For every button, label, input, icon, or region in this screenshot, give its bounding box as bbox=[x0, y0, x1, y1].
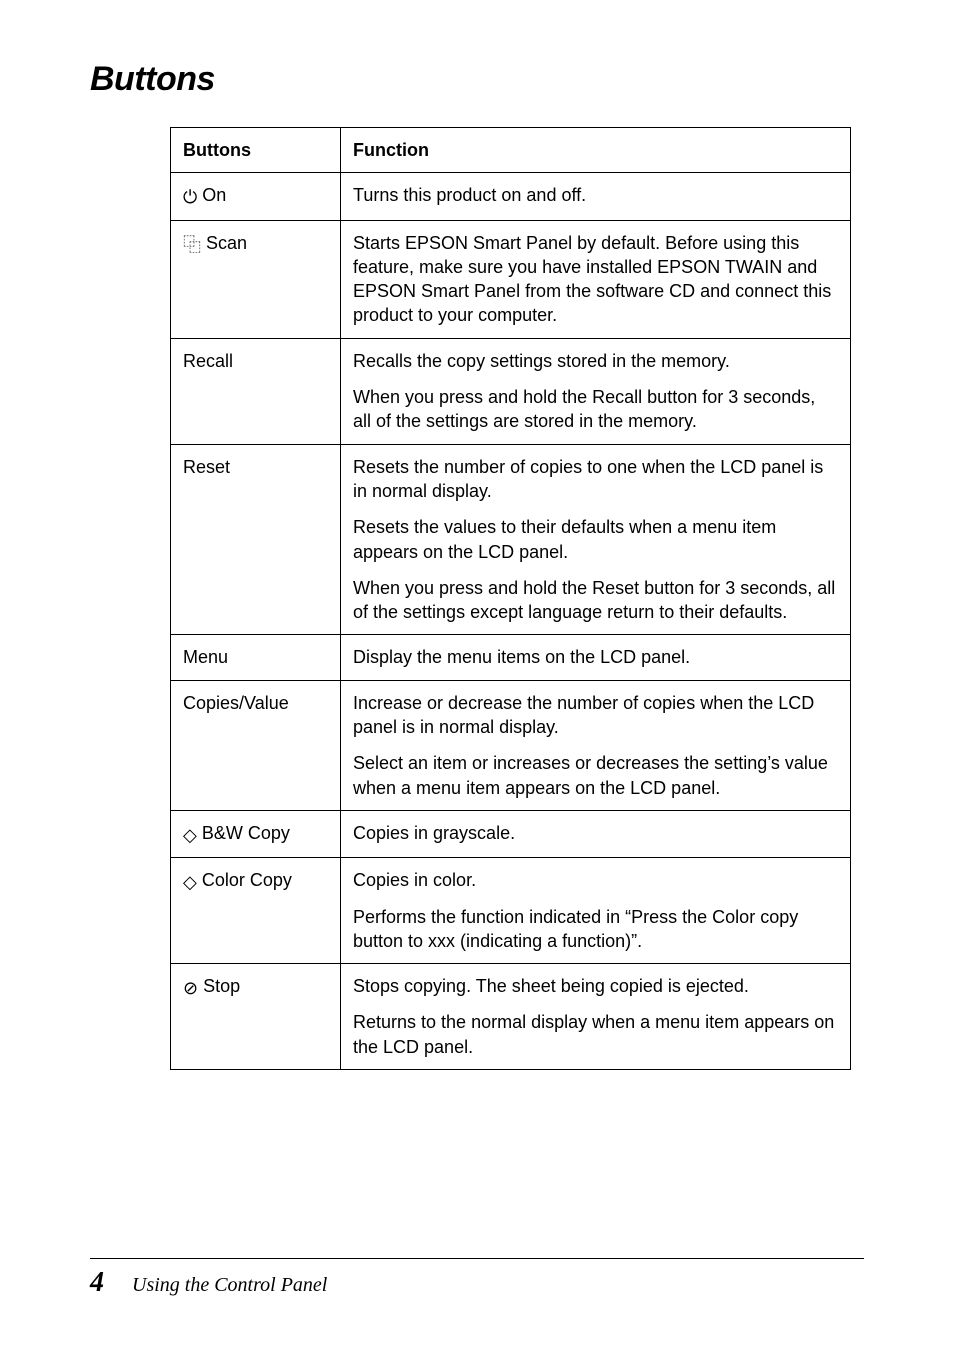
function-text: Starts EPSON Smart Panel by default. Bef… bbox=[353, 231, 838, 328]
function-text: Copies in color. bbox=[353, 868, 838, 892]
diamond-icon: ◇ bbox=[183, 823, 197, 847]
header-function: Function bbox=[341, 128, 851, 173]
diamond-icon: ◇ bbox=[183, 870, 197, 894]
function-text: Stops copying. The sheet being copied is… bbox=[353, 974, 838, 998]
stop-icon: ⊘ bbox=[183, 976, 198, 1000]
button-cell: Menu bbox=[171, 635, 341, 680]
table-row: Recall Recalls the copy settings stored i… bbox=[171, 338, 851, 444]
button-label: On bbox=[202, 185, 226, 205]
function-cell: Copies in grayscale. bbox=[341, 810, 851, 857]
button-cell: ◇ Color Copy bbox=[171, 858, 341, 964]
function-text: Performs the function indicated in “Pres… bbox=[353, 905, 838, 954]
function-cell: Display the menu items on the LCD panel. bbox=[341, 635, 851, 680]
function-text: Increase or decrease the number of copie… bbox=[353, 691, 838, 740]
buttons-table: Buttons Function ⏻ On Turns this product … bbox=[170, 127, 851, 1070]
function-cell: Copies in color. Performs the function in… bbox=[341, 858, 851, 964]
function-text: When you press and hold the Recall butto… bbox=[353, 385, 838, 434]
table-row: Menu Display the menu items on the LCD pa… bbox=[171, 635, 851, 680]
function-text: Display the menu items on the LCD panel. bbox=[353, 645, 838, 669]
table-row: Reset Resets the number of copies to one … bbox=[171, 444, 851, 635]
button-cell: Reset bbox=[171, 444, 341, 635]
button-cell: ⿻ Scan bbox=[171, 220, 341, 338]
function-cell: Turns this product on and off. bbox=[341, 173, 851, 220]
button-cell: Recall bbox=[171, 338, 341, 444]
function-text: Recalls the copy settings stored in the … bbox=[353, 349, 838, 373]
button-cell: Copies/Value bbox=[171, 680, 341, 810]
table-row: ◇ Color Copy Copies in color. Performs the… bbox=[171, 858, 851, 964]
table-row: ⏻ On Turns this product on and off. bbox=[171, 173, 851, 220]
table-header-row: Buttons Function bbox=[171, 128, 851, 173]
function-text: Copies in grayscale. bbox=[353, 821, 838, 845]
function-cell: Stops copying. The sheet being copied is… bbox=[341, 964, 851, 1070]
function-text: Select an item or increases or decreases… bbox=[353, 751, 838, 800]
function-text: When you press and hold the Reset button… bbox=[353, 576, 838, 625]
page-footer: 4 Using the Control Panel bbox=[90, 1258, 864, 1299]
function-text: Returns to the normal display when a men… bbox=[353, 1010, 838, 1059]
button-label: Color Copy bbox=[202, 870, 292, 890]
button-label: Reset bbox=[183, 457, 230, 477]
page-number: 4 bbox=[90, 1267, 104, 1299]
button-label: Menu bbox=[183, 647, 228, 667]
button-label: Stop bbox=[203, 976, 240, 996]
function-cell: Recalls the copy settings stored in the … bbox=[341, 338, 851, 444]
table-row: ◇ B&W Copy Copies in grayscale. bbox=[171, 810, 851, 857]
function-text: Resets the values to their defaults when… bbox=[353, 515, 838, 564]
button-cell: ◇ B&W Copy bbox=[171, 810, 341, 857]
button-cell: ⏻ On bbox=[171, 173, 341, 220]
table-row: Copies/Value Increase or decrease the num… bbox=[171, 680, 851, 810]
button-label: B&W Copy bbox=[202, 823, 290, 843]
function-cell: Starts EPSON Smart Panel by default. Bef… bbox=[341, 220, 851, 338]
function-cell: Increase or decrease the number of copie… bbox=[341, 680, 851, 810]
table-body: ⏻ On Turns this product on and off. ⿻ Scan… bbox=[171, 173, 851, 1070]
button-label: Recall bbox=[183, 351, 233, 371]
function-text: Resets the number of copies to one when … bbox=[353, 455, 838, 504]
chapter-title: Using the Control Panel bbox=[132, 1274, 327, 1297]
table-row: ⿻ ScanStarts EPSON Smart Panel by defaul… bbox=[171, 220, 851, 338]
page: Buttons Buttons Function ⏻ On Turns this … bbox=[0, 0, 954, 1349]
table-row: ⊘ Stop Stops copying. The sheet being cop… bbox=[171, 964, 851, 1070]
button-label: Scan bbox=[206, 233, 247, 253]
scan-icon: ⿻ bbox=[183, 233, 201, 257]
function-cell: Resets the number of copies to one when … bbox=[341, 444, 851, 635]
function-text: Turns this product on and off. bbox=[353, 183, 838, 207]
header-buttons: Buttons bbox=[171, 128, 341, 173]
power-icon: ⏻ bbox=[183, 185, 197, 209]
button-label: Copies/Value bbox=[183, 693, 289, 713]
button-cell: ⊘ Stop bbox=[171, 964, 341, 1070]
section-title: Buttons bbox=[90, 60, 864, 99]
